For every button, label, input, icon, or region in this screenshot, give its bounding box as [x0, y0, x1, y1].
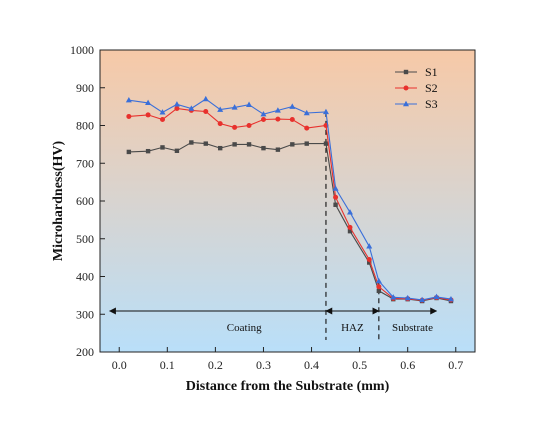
- data-point: [202, 95, 209, 102]
- data-point: [174, 106, 180, 112]
- zone-haz: HAZ: [325, 307, 380, 334]
- x-tick-label: 0.1: [160, 358, 175, 372]
- data-point: [246, 142, 252, 147]
- zone-label: HAZ: [341, 322, 364, 334]
- data-point: [246, 123, 252, 128]
- data-point: [159, 109, 166, 115]
- legend: S1 S2 S3: [395, 65, 438, 111]
- data-point: [173, 101, 180, 107]
- data-point: [203, 141, 208, 146]
- data-point: [126, 149, 132, 155]
- data-point: [333, 202, 338, 207]
- legend-item-s1: S1: [395, 65, 438, 79]
- data-point: [160, 145, 165, 150]
- x-tick-label: 0.4: [304, 358, 319, 372]
- data-point: [304, 125, 310, 131]
- data-point: [375, 277, 382, 284]
- x-tick-label: 0.0: [112, 358, 127, 372]
- data-point: [323, 141, 329, 146]
- data-point: [275, 147, 281, 152]
- zone-annotations: Coating HAZ Substrate: [108, 307, 438, 334]
- y-tick-label: 500: [76, 232, 94, 246]
- legend-label: S3: [425, 97, 438, 111]
- y-tick-label: 600: [76, 194, 94, 208]
- data-point: [376, 284, 382, 290]
- data-point: [125, 97, 132, 103]
- data-point: [217, 106, 224, 112]
- data-point: [260, 110, 267, 117]
- data-point: [231, 104, 238, 110]
- data-point: [304, 141, 309, 146]
- data-point: [217, 145, 223, 151]
- data-point: [160, 116, 165, 122]
- x-tick-label: 0.3: [256, 358, 271, 372]
- data-point: [333, 194, 339, 200]
- legend-label: S2: [425, 81, 438, 95]
- plot-area: [99, 49, 476, 353]
- data-point: [274, 107, 281, 113]
- y-axis-title: Microhardness(HV): [51, 141, 66, 262]
- data-point: [447, 295, 454, 302]
- data-point: [366, 257, 372, 263]
- x-axis-title: Distance from the Substrate (mm): [186, 379, 390, 394]
- data-point: [303, 109, 310, 116]
- x-tick-label: 0.7: [448, 358, 463, 372]
- data-point: [433, 293, 440, 300]
- x-tick-label: 0.2: [208, 358, 223, 372]
- data-point: [275, 116, 281, 122]
- zone-substrate: Substrate: [378, 307, 438, 334]
- zone-label: Substrate: [392, 322, 433, 334]
- legend-item-s2: S2: [395, 81, 438, 95]
- data-point: [376, 288, 382, 294]
- x-axis: 0.0 0.1 0.2 0.3 0.4 0.5 0.6 0.7: [112, 347, 463, 372]
- zone-coating: Coating: [108, 307, 326, 334]
- legend-item-s3: S3: [395, 97, 438, 111]
- y-axis: 200 300 400 500 600 700 800 900 1000: [70, 43, 105, 359]
- x-tick-label: 0.6: [400, 358, 415, 372]
- data-point: [145, 148, 151, 154]
- data-point: [189, 140, 194, 145]
- data-point: [260, 116, 266, 122]
- data-point: [232, 124, 238, 130]
- data-point: [404, 294, 411, 301]
- data-point: [246, 101, 253, 107]
- data-point: [203, 109, 209, 115]
- x-tick-label: 0.5: [352, 358, 367, 372]
- y-tick-label: 300: [76, 307, 94, 321]
- data-point: [174, 148, 180, 153]
- data-point: [390, 294, 397, 300]
- legend-label: S1: [425, 65, 438, 79]
- data-point: [347, 224, 353, 230]
- data-point: [403, 100, 409, 107]
- data-point: [419, 296, 426, 303]
- data-point: [126, 113, 132, 119]
- data-point: [145, 99, 152, 106]
- data-point: [403, 69, 409, 75]
- data-point: [217, 121, 223, 127]
- zone-label: Coating: [227, 322, 262, 334]
- data-point: [366, 243, 373, 249]
- data-point: [188, 105, 195, 111]
- y-tick-label: 1000: [70, 43, 94, 57]
- data-point: [232, 142, 237, 147]
- y-tick-label: 200: [76, 345, 94, 359]
- series-layer: [125, 95, 454, 304]
- y-tick-label: 900: [76, 81, 94, 95]
- data-point: [290, 142, 295, 147]
- series-s3: [125, 95, 454, 303]
- y-tick-label: 400: [76, 270, 94, 284]
- data-point: [347, 209, 353, 215]
- y-tick-label: 700: [76, 156, 94, 170]
- data-point: [367, 260, 372, 265]
- data-point: [289, 103, 296, 109]
- data-point: [145, 112, 151, 118]
- data-point: [289, 116, 295, 122]
- data-point: [332, 185, 339, 191]
- data-point: [322, 108, 329, 115]
- y-tick-label: 800: [76, 119, 94, 133]
- data-point: [347, 229, 353, 234]
- data-point: [261, 145, 266, 151]
- data-point: [403, 85, 409, 91]
